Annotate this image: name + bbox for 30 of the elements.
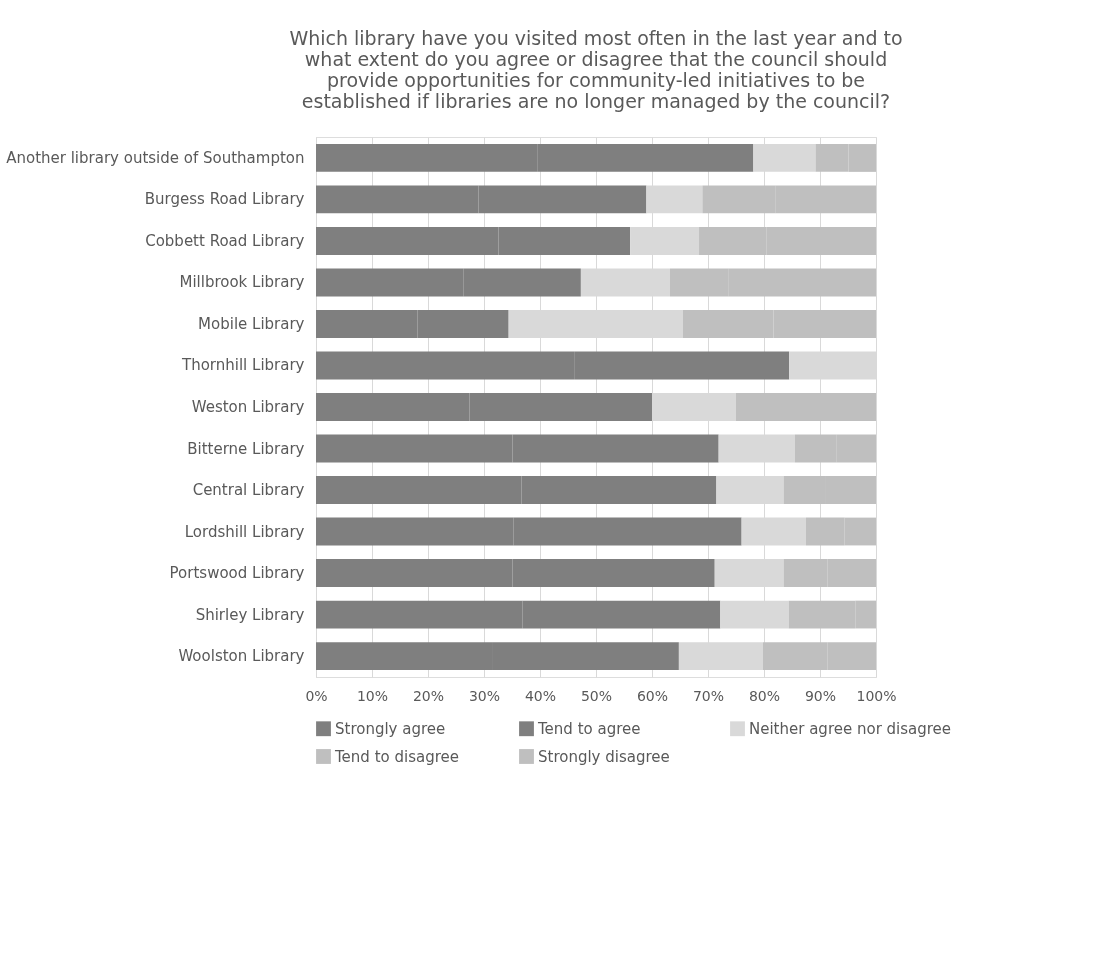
x-tick-label: 100% bbox=[856, 687, 897, 704]
legend-label: Strongly disagree bbox=[538, 747, 670, 766]
legend-label: Strongly agree bbox=[335, 719, 446, 738]
x-tick-label: 0% bbox=[305, 687, 328, 704]
x-tick-label: 70% bbox=[692, 687, 725, 704]
y-tick-label: Shirley Library bbox=[195, 605, 305, 624]
y-tick-label: Millbrook Library bbox=[179, 273, 305, 292]
x-tick-label: 80% bbox=[748, 687, 781, 704]
y-tick-label: Weston Library bbox=[191, 398, 305, 416]
y-tick-label: Central Library bbox=[192, 481, 305, 500]
y-tick-label: Bitterne Library bbox=[187, 439, 305, 458]
x-tick-label: 60% bbox=[636, 687, 669, 704]
legend-label: Tend to agree bbox=[537, 719, 641, 738]
chart-title: Which library have you visited most often in the last year and to what extent do you agree or disagree that the council should provide opportunities for community-led initiatives to be established if libraries are no longer managed by the council? bbox=[289, 27, 903, 112]
x-tick-label: 20% bbox=[412, 687, 445, 704]
y-tick-label: Lordshill Library bbox=[184, 522, 305, 541]
x-tick-label: 30% bbox=[468, 687, 501, 704]
y-tick-label: Woolston Library bbox=[178, 647, 305, 666]
y-tick-label: Thornhill Library bbox=[181, 356, 305, 375]
x-tick-label: 50% bbox=[580, 687, 613, 704]
y-tick-label: Mobile Library bbox=[198, 314, 305, 333]
y-tick-label: Burgess Road Library bbox=[144, 190, 305, 209]
legend-label: Neither agree nor disagree bbox=[749, 719, 952, 738]
y-tick-label: Another library outside of Southampton bbox=[6, 148, 305, 167]
y-tick-label: Cobbett Road Library bbox=[145, 231, 305, 250]
x-tick-label: 90% bbox=[804, 687, 837, 704]
legend-label: Tend to disagree bbox=[334, 747, 459, 766]
x-tick-label: 40% bbox=[524, 687, 557, 704]
y-tick-label: Portswood Library bbox=[169, 564, 305, 583]
x-tick-label: 10% bbox=[356, 687, 389, 704]
